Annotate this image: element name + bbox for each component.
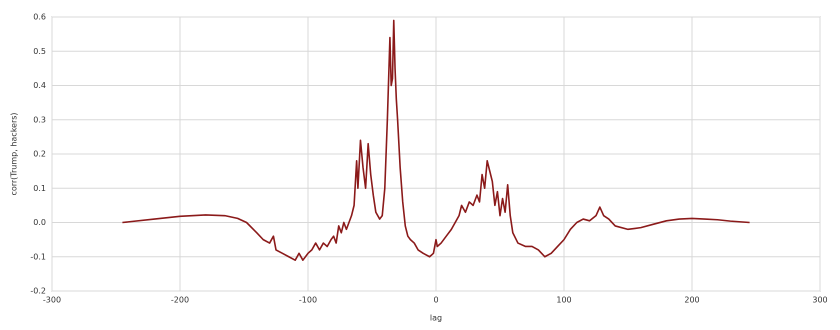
y-tick-label: 0.4 — [33, 81, 46, 90]
x-tick-label: -300 — [43, 296, 61, 305]
y-tick-label: 0.3 — [33, 115, 46, 124]
x-tick-label: 200 — [684, 296, 699, 305]
y-tick-label: 0.0 — [33, 218, 46, 227]
x-tick-label: -200 — [171, 296, 189, 305]
y-tick-label: 0.6 — [33, 13, 46, 22]
y-axis-label: corr(Trump, hackers) — [10, 112, 19, 195]
x-tick-label: 100 — [556, 296, 571, 305]
y-tick-label: 0.2 — [33, 150, 46, 159]
data-line — [122, 19, 750, 261]
y-tick-label: 0.5 — [33, 47, 46, 56]
x-tick-label: 300 — [812, 296, 827, 305]
y-tick-label: 0.1 — [33, 184, 46, 193]
y-tick-label: -0.1 — [30, 252, 46, 261]
x-tick-label: -100 — [299, 296, 317, 305]
x-tick-label: 0 — [433, 296, 438, 305]
x-axis-label: lag — [430, 314, 442, 323]
y-tick-label: -0.2 — [30, 287, 46, 296]
